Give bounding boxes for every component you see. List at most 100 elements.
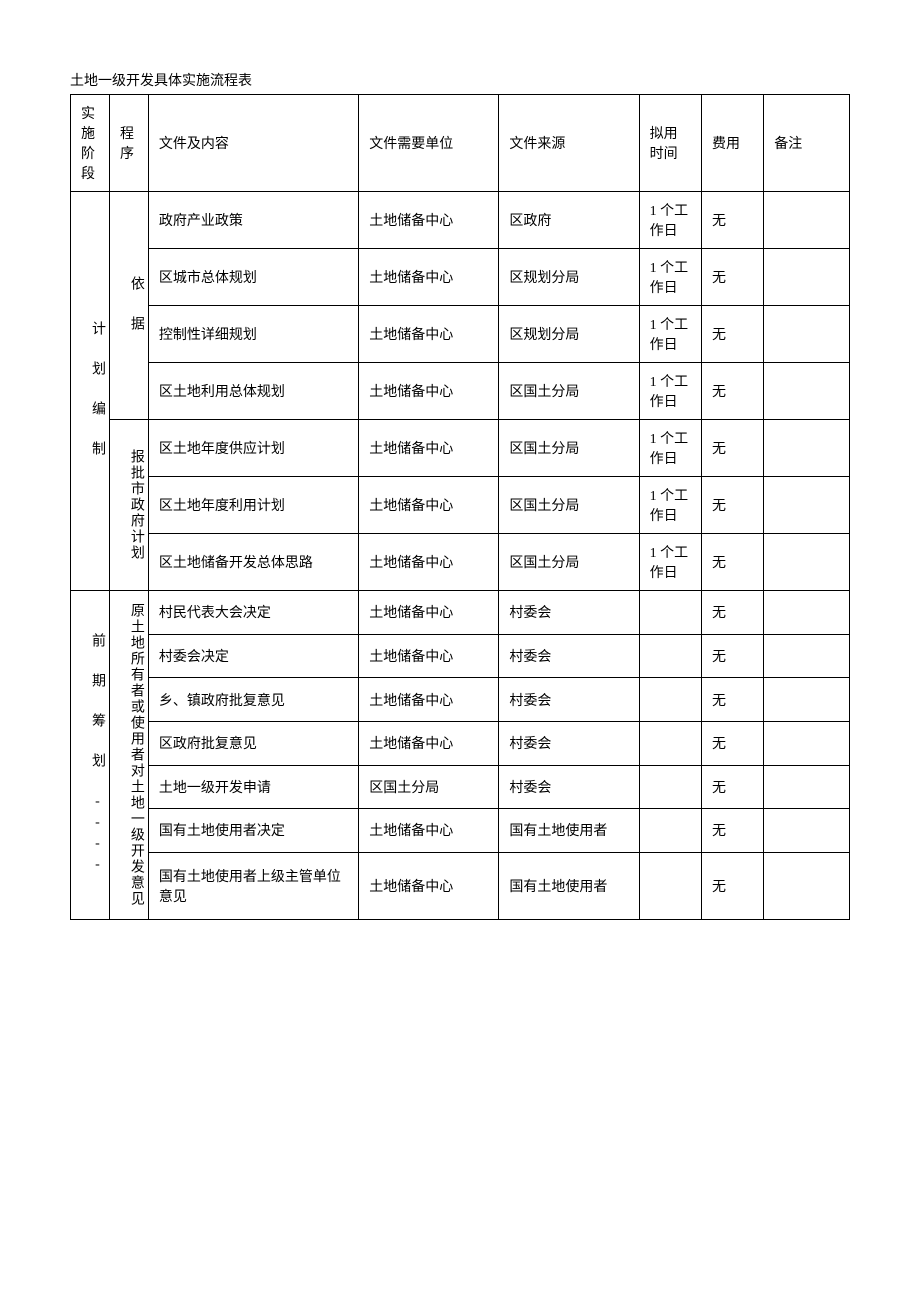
table-row: 区政府批复意见 土地储备中心 村委会 无: [71, 721, 850, 765]
col-fee: 费用: [701, 95, 763, 192]
unit-cell: 土地储备中心: [359, 249, 499, 306]
procedure-label: 依 据: [109, 192, 148, 420]
src-cell: 村委会: [499, 765, 639, 809]
doc-cell: 控制性详细规划: [148, 306, 358, 363]
fee-cell: 无: [701, 765, 763, 809]
time-cell: 1 个工作日: [639, 249, 701, 306]
fee-cell: 无: [701, 852, 763, 919]
src-cell: 区国土分局: [499, 420, 639, 477]
unit-cell: 土地储备中心: [359, 420, 499, 477]
table-row: 区土地利用总体规划 土地储备中心 区国土分局 1 个工作日 无: [71, 363, 850, 420]
table-row: 报批市政府计划 区土地年度供应计划 土地储备中心 区国土分局 1 个工作日 无: [71, 420, 850, 477]
fee-cell: 无: [701, 809, 763, 853]
col-doc: 文件及内容: [148, 95, 358, 192]
note-cell: [764, 809, 850, 853]
note-cell: [764, 534, 850, 591]
time-cell: [639, 809, 701, 853]
fee-cell: 无: [701, 192, 763, 249]
doc-cell: 政府产业政策: [148, 192, 358, 249]
fee-cell: 无: [701, 591, 763, 635]
note-cell: [764, 634, 850, 678]
unit-cell: 土地储备中心: [359, 678, 499, 722]
unit-cell: 土地储备中心: [359, 477, 499, 534]
col-source: 文件来源: [499, 95, 639, 192]
doc-cell: 区土地年度供应计划: [148, 420, 358, 477]
note-cell: [764, 477, 850, 534]
col-note: 备注: [764, 95, 850, 192]
doc-cell: 土地一级开发申请: [148, 765, 358, 809]
src-cell: 区规划分局: [499, 249, 639, 306]
note-cell: [764, 852, 850, 919]
time-cell: 1 个工作日: [639, 306, 701, 363]
fee-cell: 无: [701, 306, 763, 363]
time-cell: 1 个工作日: [639, 363, 701, 420]
time-cell: [639, 678, 701, 722]
note-cell: [764, 363, 850, 420]
note-cell: [764, 192, 850, 249]
table-row: 前 期 筹 划 ---- 原土地所有者或使用者对土地一级开发意见 村民代表大会决…: [71, 591, 850, 635]
doc-cell: 区土地储备开发总体思路: [148, 534, 358, 591]
src-cell: 村委会: [499, 634, 639, 678]
time-cell: [639, 591, 701, 635]
time-cell: [639, 765, 701, 809]
fee-cell: 无: [701, 678, 763, 722]
unit-cell: 土地储备中心: [359, 852, 499, 919]
table-row: 村委会决定 土地储备中心 村委会 无: [71, 634, 850, 678]
fee-cell: 无: [701, 634, 763, 678]
doc-cell: 村委会决定: [148, 634, 358, 678]
table-row: 计 划 编 制 依 据 政府产业政策 土地储备中心 区政府 1 个工作日 无: [71, 192, 850, 249]
unit-cell: 土地储备中心: [359, 809, 499, 853]
table-row: 国有土地使用者上级主管单位意见 土地储备中心 国有土地使用者 无: [71, 852, 850, 919]
src-cell: 国有土地使用者: [499, 809, 639, 853]
src-cell: 区政府: [499, 192, 639, 249]
unit-cell: 区国土分局: [359, 765, 499, 809]
col-time: 拟用时间: [639, 95, 701, 192]
src-cell: 区国土分局: [499, 363, 639, 420]
note-cell: [764, 721, 850, 765]
table-row: 区土地年度利用计划 土地储备中心 区国土分局 1 个工作日 无: [71, 477, 850, 534]
unit-cell: 土地储备中心: [359, 192, 499, 249]
time-cell: [639, 852, 701, 919]
fee-cell: 无: [701, 721, 763, 765]
doc-cell: 村民代表大会决定: [148, 591, 358, 635]
unit-cell: 土地储备中心: [359, 306, 499, 363]
time-cell: [639, 721, 701, 765]
stage-label: 前 期 筹 划 ----: [71, 591, 110, 920]
fee-cell: 无: [701, 363, 763, 420]
time-cell: 1 个工作日: [639, 534, 701, 591]
doc-cell: 区政府批复意见: [148, 721, 358, 765]
header-row: 实施阶段 程序 文件及内容 文件需要单位 文件来源 拟用时间 费用 备注: [71, 95, 850, 192]
stage-label: 计 划 编 制: [71, 192, 110, 591]
table-row: 土地一级开发申请 区国土分局 村委会 无: [71, 765, 850, 809]
note-cell: [764, 591, 850, 635]
col-unit: 文件需要单位: [359, 95, 499, 192]
src-cell: 村委会: [499, 591, 639, 635]
src-cell: 区国土分局: [499, 534, 639, 591]
table-row: 乡、镇政府批复意见 土地储备中心 村委会 无: [71, 678, 850, 722]
fee-cell: 无: [701, 420, 763, 477]
src-cell: 村委会: [499, 678, 639, 722]
fee-cell: 无: [701, 534, 763, 591]
src-cell: 区规划分局: [499, 306, 639, 363]
note-cell: [764, 249, 850, 306]
procedure-label: 报批市政府计划: [109, 420, 148, 591]
doc-cell: 区城市总体规划: [148, 249, 358, 306]
unit-cell: 土地储备中心: [359, 363, 499, 420]
doc-cell: 区土地利用总体规划: [148, 363, 358, 420]
table-row: 区城市总体规划 土地储备中心 区规划分局 1 个工作日 无: [71, 249, 850, 306]
note-cell: [764, 765, 850, 809]
time-cell: 1 个工作日: [639, 477, 701, 534]
time-cell: 1 个工作日: [639, 420, 701, 477]
doc-cell: 乡、镇政府批复意见: [148, 678, 358, 722]
col-stage: 实施阶段: [71, 95, 110, 192]
note-cell: [764, 306, 850, 363]
doc-cell: 区土地年度利用计划: [148, 477, 358, 534]
procedure-label: 原土地所有者或使用者对土地一级开发意见: [109, 591, 148, 920]
process-table: 实施阶段 程序 文件及内容 文件需要单位 文件来源 拟用时间 费用 备注 计 划…: [70, 94, 850, 920]
table-row: 国有土地使用者决定 土地储备中心 国有土地使用者 无: [71, 809, 850, 853]
unit-cell: 土地储备中心: [359, 634, 499, 678]
time-cell: [639, 634, 701, 678]
fee-cell: 无: [701, 477, 763, 534]
src-cell: 区国土分局: [499, 477, 639, 534]
note-cell: [764, 420, 850, 477]
